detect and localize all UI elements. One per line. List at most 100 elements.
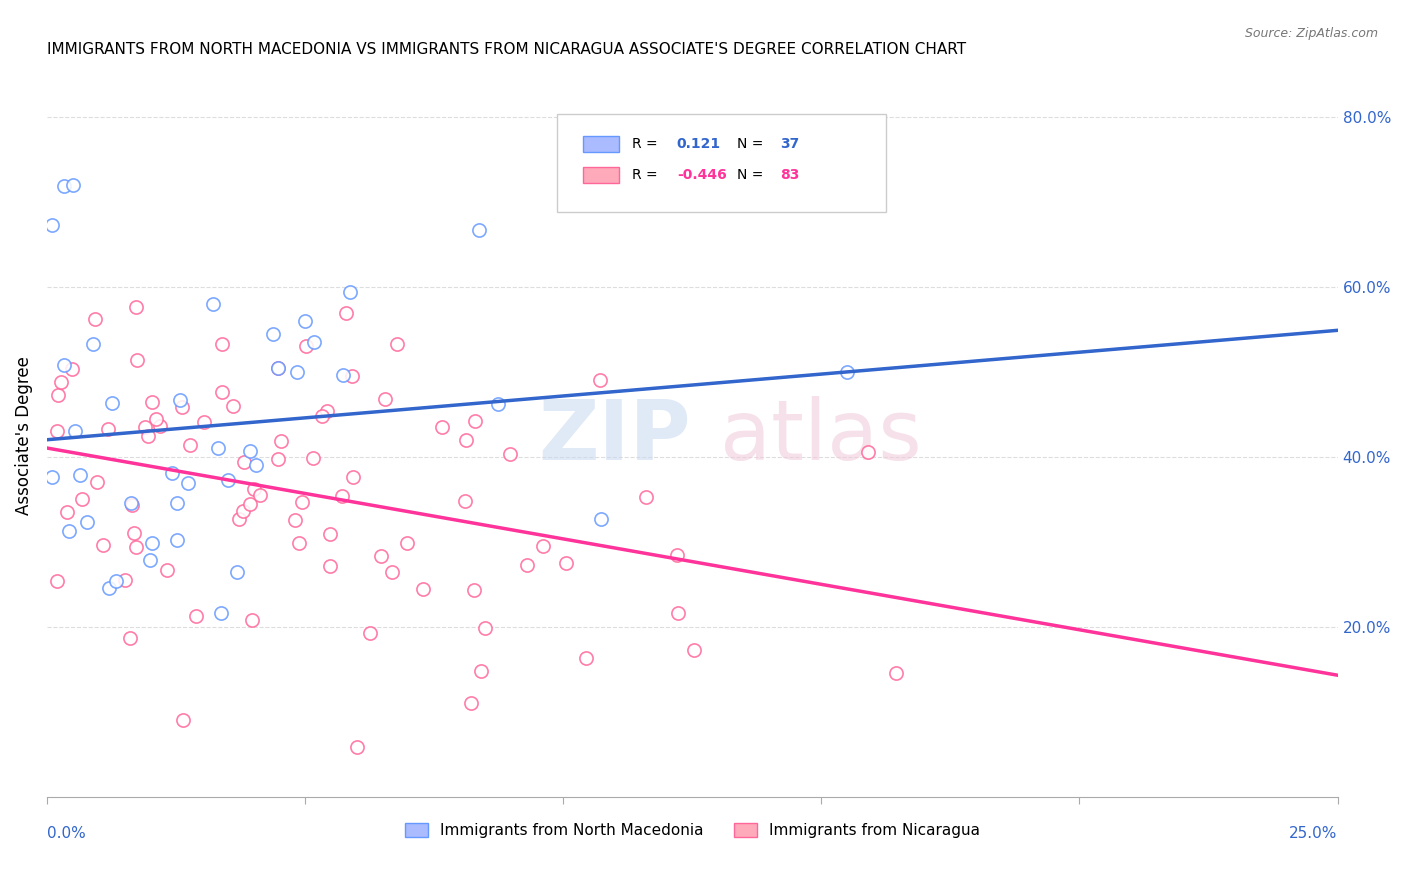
Point [270, 434, 292, 448]
Point [294, 314, 316, 328]
Point [395, 536, 418, 550]
Point [589, 373, 612, 387]
Point [531, 539, 554, 553]
Point [120, 631, 142, 645]
Legend: Immigrants from North Macedonia, Immigrants from Nicaragua: Immigrants from North Macedonia, Immigra… [398, 817, 986, 844]
Text: 37: 37 [780, 137, 799, 151]
Point [41, 470, 63, 484]
Point [463, 583, 485, 598]
Point [486, 396, 509, 410]
Text: N =: N = [737, 137, 763, 151]
Point [460, 696, 482, 710]
Point [46, 424, 69, 438]
Point [217, 473, 239, 487]
Point [267, 361, 290, 376]
Point [172, 713, 194, 727]
Point [285, 365, 308, 379]
Point [97, 422, 120, 436]
Point [70, 492, 93, 507]
Point [141, 536, 163, 550]
Point [60, 361, 83, 376]
Point [238, 444, 260, 458]
Point [53, 178, 76, 193]
Text: 25.0%: 25.0% [1289, 826, 1337, 841]
Point [288, 536, 311, 550]
Point [184, 608, 207, 623]
Point [69, 467, 91, 482]
Text: atlas: atlas [720, 395, 922, 476]
Point [222, 399, 245, 413]
Point [145, 412, 167, 426]
Point [121, 498, 143, 512]
Text: IMMIGRANTS FROM NORTH MACEDONIA VS IMMIGRANTS FROM NICARAGUA ASSOCIATE'S DEGREE : IMMIGRANTS FROM NORTH MACEDONIA VS IMMIG… [46, 42, 966, 57]
Point [82, 337, 104, 351]
Point [160, 467, 183, 481]
Point [284, 513, 307, 527]
Point [239, 497, 262, 511]
Point [49, 375, 72, 389]
Point [470, 664, 492, 678]
Point [453, 494, 475, 508]
Point [245, 458, 267, 472]
Point [63, 424, 86, 438]
Point [139, 552, 162, 566]
Point [228, 512, 250, 526]
Point [141, 395, 163, 409]
Point [41, 218, 63, 232]
Point [301, 450, 323, 465]
Point [683, 643, 706, 657]
Point [209, 606, 232, 620]
Point [315, 404, 337, 418]
Point [468, 222, 491, 236]
Point [319, 526, 342, 541]
Point [589, 512, 612, 526]
Point [207, 441, 229, 455]
Point [291, 495, 314, 509]
Point [332, 368, 354, 382]
FancyBboxPatch shape [557, 114, 886, 212]
Point [55, 505, 77, 519]
Point [136, 429, 159, 443]
Point [243, 483, 266, 497]
Point [62, 178, 84, 193]
Y-axis label: Associate's Degree: Associate's Degree [15, 357, 32, 516]
Text: R =: R = [631, 168, 657, 182]
Point [193, 415, 215, 429]
Point [498, 446, 520, 460]
Point [346, 739, 368, 754]
Point [166, 496, 188, 510]
Point [634, 490, 657, 504]
Point [124, 540, 146, 554]
Point [311, 409, 333, 423]
Point [86, 475, 108, 490]
Text: ZIP: ZIP [538, 395, 692, 476]
Point [302, 335, 325, 350]
Point [837, 365, 859, 379]
Point [166, 533, 188, 548]
Point [340, 369, 363, 384]
Point [149, 418, 172, 433]
Point [127, 353, 149, 368]
Point [249, 488, 271, 502]
Point [330, 489, 353, 503]
Text: 83: 83 [780, 168, 800, 182]
Point [342, 470, 364, 484]
FancyBboxPatch shape [582, 136, 619, 152]
Point [374, 392, 396, 406]
Point [125, 300, 148, 314]
Point [177, 475, 200, 490]
Point [122, 526, 145, 541]
Point [464, 414, 486, 428]
Point [339, 285, 361, 299]
Text: 0.121: 0.121 [676, 137, 721, 151]
Point [76, 516, 98, 530]
Point [516, 558, 538, 572]
Point [58, 524, 80, 538]
Point [858, 445, 880, 459]
Point [381, 565, 404, 579]
Point [884, 665, 907, 680]
Point [267, 360, 290, 375]
Point [319, 558, 342, 573]
Point [170, 400, 193, 414]
Point [179, 438, 201, 452]
